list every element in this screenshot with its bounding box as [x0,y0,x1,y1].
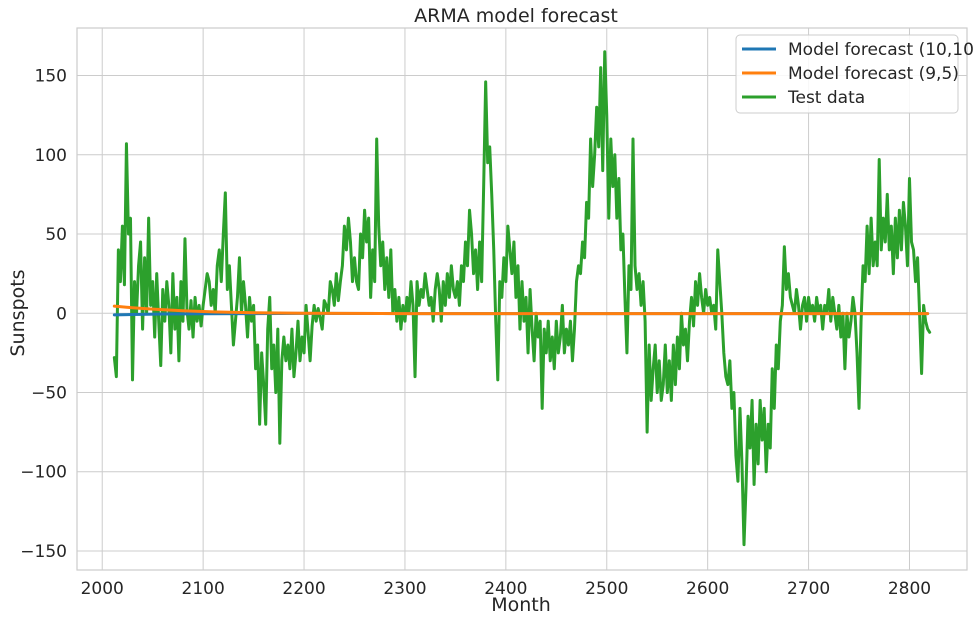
y-tick-label: −100 [20,463,67,483]
chart-title: ARMA model forecast [414,5,618,27]
x-tick-label: 2600 [686,579,729,599]
axes: 2000 2100 2200 2300 2400 2500 2600 2700 2800 −150… [20,27,968,599]
y-tick-label: 150 [35,67,67,87]
x-tick-label: 2000 [81,579,124,599]
legend-label: Model forecast (10,10) [788,40,975,60]
legend-label: Test data [787,88,865,108]
x-axis-title: Month [491,594,551,616]
y-tick-label: 50 [45,225,67,245]
x-tick-label: 2400 [484,579,527,599]
y-tick-label: −50 [31,384,67,404]
series-line-model-forecast-9-5 [112,304,930,316]
x-tick-label: 2800 [888,579,931,599]
y-tick-label: 100 [35,146,67,166]
legend-box [735,34,959,114]
x-tick-label: 2200 [282,579,325,599]
series-line-test-data [112,50,932,547]
x-tick-label: 2700 [787,579,830,599]
series-layer [112,50,932,547]
plot-frame [76,27,968,571]
y-tick-label: −150 [20,542,67,562]
y-axis-title: Sunspots [7,269,29,356]
y-tick-label: 0 [56,304,67,324]
x-tick-label: 2100 [182,579,225,599]
legend: Model forecast (10,10) Model forecast (9,… [735,34,975,114]
legend-label: Model forecast (9,5) [788,64,959,84]
x-tick-label: 2300 [383,579,426,599]
x-tick-label: 2500 [585,579,628,599]
